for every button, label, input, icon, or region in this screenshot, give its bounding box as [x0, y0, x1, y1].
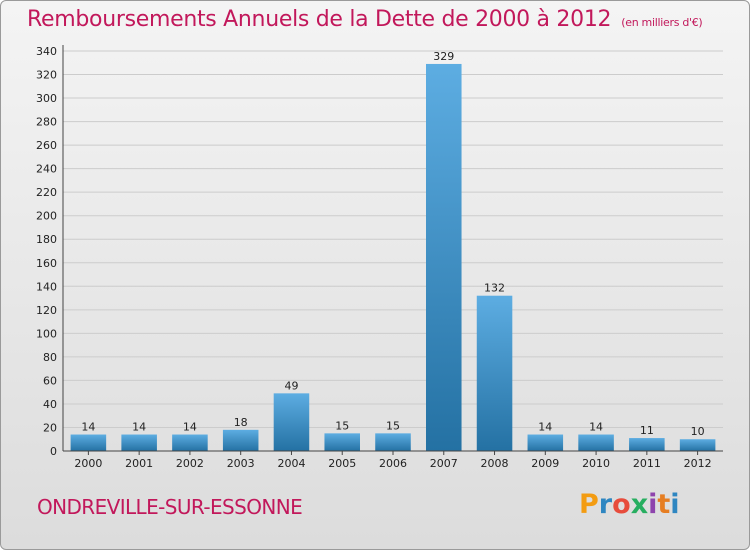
bar	[222, 429, 259, 451]
x-tick-label: 2003	[227, 457, 255, 470]
bar	[527, 434, 564, 451]
bar	[172, 434, 208, 451]
x-tick-label: 2002	[176, 457, 204, 470]
y-tick-label: 340	[36, 45, 57, 58]
bar-value-label: 15	[335, 419, 349, 432]
bar-value-label: 11	[640, 424, 654, 437]
bar-value-label: 329	[433, 50, 454, 63]
logo-letter: o	[612, 489, 631, 520]
commune-name: ONDREVILLE-SUR-ESSONNE	[37, 495, 303, 519]
y-tick-label: 0	[50, 445, 57, 458]
logo-letter: x	[630, 489, 649, 520]
bar	[375, 433, 411, 451]
y-tick-label: 300	[36, 92, 57, 105]
bar-value-label: 14	[81, 421, 95, 434]
y-tick-label: 240	[36, 163, 57, 176]
logo-letter: P	[579, 489, 599, 520]
y-tick-label: 100	[36, 327, 57, 340]
bar-value-label: 132	[484, 282, 505, 295]
x-tick-label: 2008	[481, 457, 509, 470]
x-tick-label: 2009	[531, 457, 559, 470]
x-tick-label: 2001	[125, 457, 153, 470]
bar	[324, 433, 360, 451]
y-tick-label: 140	[36, 280, 57, 293]
x-tick-label: 2010	[582, 457, 610, 470]
y-tick-label: 60	[43, 374, 57, 387]
bar-value-label: 14	[538, 421, 552, 434]
bar-value-label: 14	[183, 421, 197, 434]
chart-title: Remboursements Annuels de la Dette de 20…	[27, 7, 703, 32]
bar	[679, 439, 716, 451]
bar-value-label: 14	[132, 421, 146, 434]
bar	[629, 438, 665, 451]
x-tick-label: 2011	[633, 457, 661, 470]
x-tick-label: 2004	[277, 457, 305, 470]
bar	[578, 434, 614, 451]
x-tick-label: 2000	[74, 457, 102, 470]
x-tick-label: 2007	[430, 457, 458, 470]
y-tick-label: 20	[43, 421, 57, 434]
logo-letter: i	[648, 489, 658, 520]
logo-letter: i	[670, 489, 680, 520]
bar	[476, 295, 513, 451]
bar	[426, 63, 462, 452]
y-tick-label: 220	[36, 186, 57, 199]
bar-value-label: 15	[386, 419, 400, 432]
bar-value-label: 18	[234, 416, 248, 429]
proxiti-logo: Proxiti	[579, 489, 680, 520]
x-tick-label: 2012	[684, 457, 712, 470]
chart-title-text: Remboursements Annuels de la Dette de 20…	[27, 7, 612, 32]
bar	[273, 393, 310, 451]
y-tick-label: 260	[36, 139, 57, 152]
x-tick-label: 2006	[379, 457, 407, 470]
x-tick-label: 2005	[328, 457, 356, 470]
y-tick-label: 80	[43, 351, 57, 364]
y-tick-label: 160	[36, 257, 57, 270]
bar-value-label: 49	[284, 379, 298, 392]
y-tick-label: 320	[36, 69, 57, 82]
logo-letter: t	[657, 489, 671, 520]
bar-value-label: 10	[691, 425, 705, 438]
y-tick-label: 180	[36, 233, 57, 246]
bar	[70, 434, 107, 451]
y-tick-label: 200	[36, 210, 57, 223]
logo-letter: r	[598, 489, 613, 520]
chart-unit: (en milliers d'€)	[621, 16, 703, 29]
y-tick-label: 280	[36, 116, 57, 129]
y-tick-label: 40	[43, 398, 57, 411]
y-tick-label: 120	[36, 304, 57, 317]
bar-value-label: 14	[589, 421, 603, 434]
bar	[121, 434, 157, 451]
